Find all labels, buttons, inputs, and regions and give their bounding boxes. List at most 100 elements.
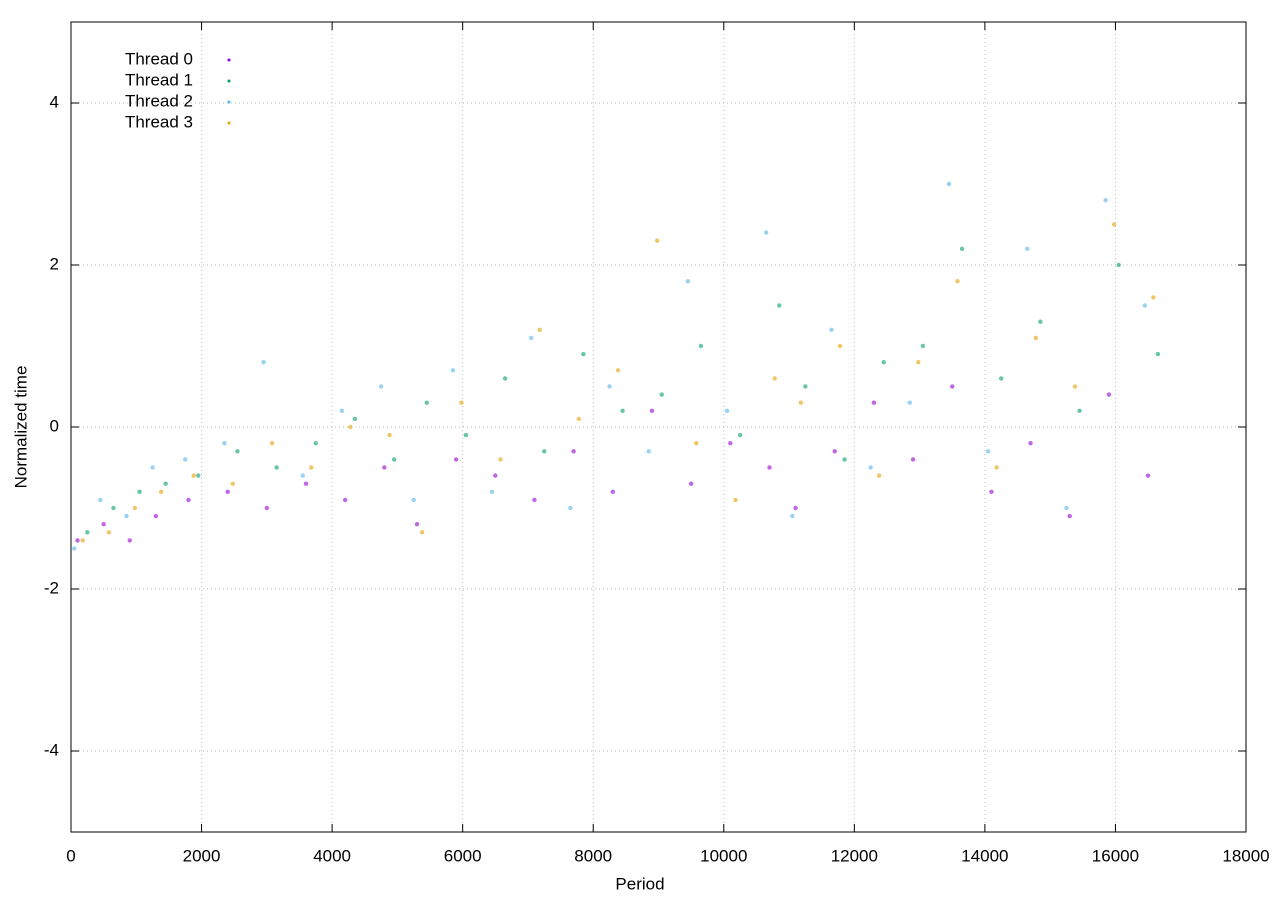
legend-marker [227,121,231,125]
point [348,424,353,430]
point [75,538,80,543]
point [502,376,508,381]
point [111,505,116,511]
point [685,279,691,284]
point [80,538,85,543]
point [529,335,534,341]
point [907,400,913,405]
point [694,441,699,446]
point [790,513,795,519]
point [876,473,882,478]
point [1064,505,1069,511]
point [803,384,808,389]
point [659,392,664,397]
point [881,360,886,365]
point [127,538,132,543]
point [235,449,240,454]
point [186,497,191,503]
y-tick-label: 0 [50,416,59,435]
y-tick-label: -4 [44,740,59,759]
point [1025,246,1030,251]
point [303,481,309,486]
x-tick-label: 18000 [1222,846,1269,865]
x-axis-label: Period [615,874,664,893]
point [158,489,164,494]
point [1103,198,1108,203]
point [153,513,159,519]
x-tick-label: 12000 [831,846,878,865]
point [387,432,392,438]
x-tick-label: 2000 [183,846,221,865]
point [459,400,464,405]
point [352,416,358,422]
point [1067,513,1072,519]
point [1038,319,1043,324]
point [300,473,305,478]
legend-marker [227,100,231,104]
point [1072,384,1078,389]
point [411,497,416,503]
point [767,465,772,470]
point [1106,392,1112,397]
legend-label: Thread 1 [125,70,193,89]
point [230,481,236,486]
point [698,343,704,349]
point [72,546,77,551]
point [1028,441,1033,446]
point [342,497,348,503]
point [959,246,965,251]
point [453,457,459,462]
legend-label: Thread 0 [125,49,193,68]
point [132,505,138,511]
point [489,489,495,494]
point [985,449,991,454]
point [649,408,655,413]
point [733,497,738,503]
point [798,400,804,405]
x-tick-label: 14000 [961,846,1008,865]
point [419,530,425,535]
legend-marker [227,79,231,83]
point [1145,473,1151,478]
point [85,530,90,535]
point [568,505,573,511]
point [98,497,103,503]
point [654,238,660,243]
point [1033,335,1039,341]
point [946,181,952,187]
x-tick-label: 8000 [574,846,612,865]
point [498,457,503,462]
point [1151,295,1156,300]
point [269,441,275,446]
point [124,513,129,519]
plot-border [70,21,1247,833]
point [868,465,873,470]
x-tick-label: 0 [66,846,75,865]
point [309,465,314,470]
point [542,449,547,454]
point [581,351,586,357]
y-tick-label: -2 [44,578,59,597]
point [225,489,230,494]
point [772,376,777,381]
legend-label: Thread 3 [125,112,193,131]
y-axis-label: Normalized time [11,366,30,489]
point [1077,408,1082,413]
point [607,384,612,389]
point [414,522,420,527]
point [163,481,168,486]
point [999,376,1004,381]
legend-label: Thread 2 [125,91,193,110]
point [183,457,188,462]
y-tick-label: 4 [50,92,59,111]
point [688,481,694,486]
point [1116,262,1121,268]
point [829,327,834,332]
point [920,343,926,349]
point [728,441,733,446]
point [793,505,798,511]
point [842,457,847,462]
point [150,465,155,470]
point [382,465,387,470]
